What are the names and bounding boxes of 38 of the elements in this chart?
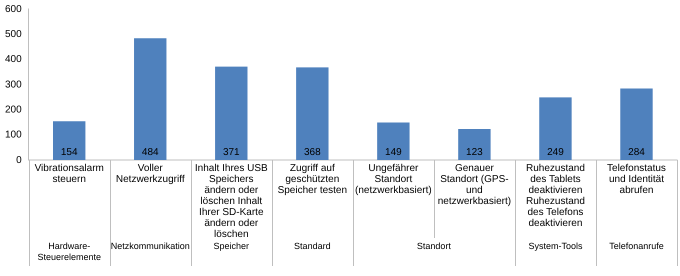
bar: [134, 38, 166, 160]
data-label: 371: [222, 146, 240, 158]
x-tick-label: Telefonstatus und Identität abrufen: [607, 162, 666, 196]
y-tick-label: 400: [4, 54, 22, 66]
bar: [377, 122, 410, 160]
bar: [539, 97, 572, 160]
bar: [52, 121, 86, 160]
data-label: 154: [60, 146, 78, 158]
bar: [458, 129, 491, 160]
x-tick-label: Genauer Standort (GPS- und netzwerkbasiert): [438, 162, 512, 207]
data-label: 368: [304, 146, 322, 158]
text: Hardware-Steuerelemente: [37, 240, 101, 262]
data-label: 284: [628, 146, 646, 158]
text: System-Tools: [528, 240, 583, 251]
y-tick-label: 600: [4, 4, 22, 15]
y-tick-label: 0: [16, 154, 22, 166]
bar: [620, 88, 653, 160]
data-label: 484: [142, 146, 160, 158]
x-tick-label: Voller Netzwerkzugriff: [116, 162, 185, 185]
text: Standard: [294, 240, 331, 251]
y-tick-label: 500: [4, 28, 22, 40]
text: Speicher: [214, 240, 250, 251]
data-label: 123: [466, 146, 484, 158]
data-label: 149: [385, 146, 402, 158]
text: Standort: [416, 240, 452, 251]
data-label: 249: [547, 146, 564, 158]
bar: [215, 66, 248, 160]
x-tick-label: Inhalt Ihres USB Speichers ändern oder löschen Inhalt Ihrer SD-Karte ändern oder löschen: [194, 162, 268, 240]
text: Netzkommunikation: [110, 240, 190, 251]
y-tick-label: 200: [4, 104, 22, 116]
y-tick-label: 100: [4, 130, 22, 141]
x-tick-label: Ungefährer Standort (netzwerkbasiert): [355, 162, 432, 196]
y-tick-label: 300: [4, 79, 22, 90]
x-tick-label: Vibrationsalarm steuern: [34, 162, 104, 185]
x-tick-label: Zugriff auf geschützten Speicher testen: [278, 162, 348, 196]
bar: [296, 67, 329, 160]
text: Telefonanrufe: [609, 240, 664, 251]
x-tick-label: Ruhezustand des Tablets deaktivieren Ruhezustand des Telefons deaktivieren: [526, 162, 585, 229]
